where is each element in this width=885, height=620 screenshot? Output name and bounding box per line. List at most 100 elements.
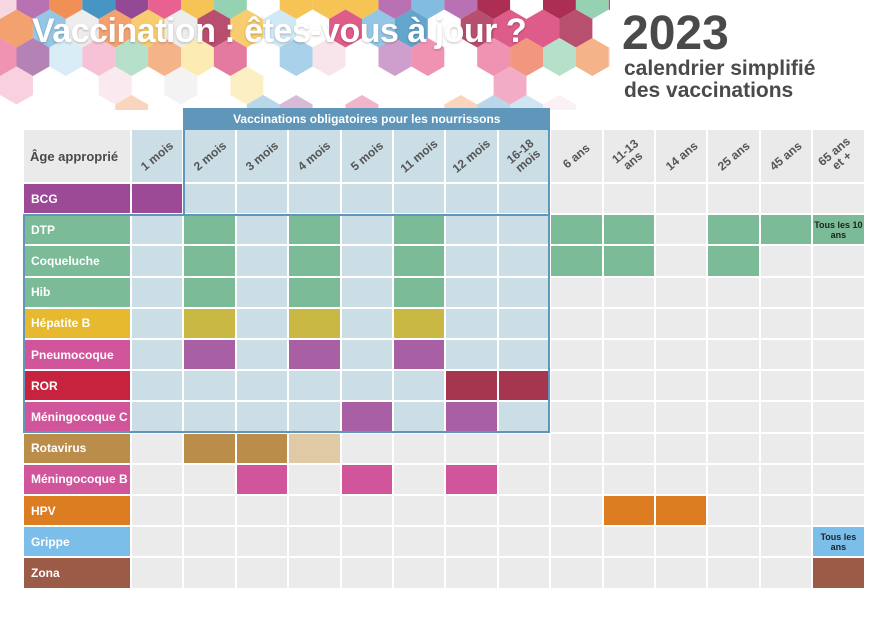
empty-cell [446, 527, 497, 557]
age-header-5: 11 mois [394, 130, 445, 182]
hexagon-tile [394, 9, 428, 48]
empty-cell [446, 433, 497, 463]
age-header-10: 14 ans [656, 130, 707, 182]
empty-cell [341, 433, 392, 463]
dose-cell [289, 215, 340, 245]
empty-cell [498, 402, 550, 432]
empty-cell [341, 527, 392, 557]
empty-cell [341, 215, 392, 245]
empty-cell [341, 184, 392, 214]
dose-cell [551, 215, 602, 245]
dose-cell [184, 340, 235, 370]
empty-cell [760, 496, 812, 526]
empty-cell [184, 402, 235, 432]
vaccine-label: Méningocoque B [24, 464, 130, 494]
empty-cell [236, 527, 288, 557]
hexagon-tile [0, 66, 33, 105]
empty-cell [656, 433, 707, 463]
hexagon-tile [279, 95, 313, 110]
empty-cell [498, 308, 550, 338]
age-header-9: 11-13 ans [603, 130, 654, 182]
hexagon-tile [148, 0, 181, 19]
empty-cell [551, 340, 602, 370]
age-label: 12 mois [449, 136, 494, 176]
subtitle-line-1: calendrier simplifié [624, 57, 816, 80]
empty-cell [498, 464, 550, 494]
hexagon-tile [510, 38, 543, 76]
empty-cell [656, 308, 707, 338]
hexagon-tile [181, 0, 214, 19]
hexagon-tile [213, 0, 247, 19]
empty-cell [446, 496, 497, 526]
empty-cell [760, 464, 812, 494]
empty-cell [551, 496, 602, 526]
dose-cell [603, 496, 654, 526]
empty-cell [184, 464, 235, 494]
dose-cell [394, 277, 445, 307]
age-header-8: 6 ans [551, 130, 602, 182]
empty-cell [603, 371, 654, 401]
hexagon-tile [575, 0, 609, 19]
empty-cell [236, 246, 288, 276]
empty-cell [184, 371, 235, 401]
dose-cell [446, 371, 497, 401]
hexagon-pattern [0, 0, 610, 110]
empty-cell [498, 496, 550, 526]
empty-cell [708, 464, 759, 494]
hexagon-tile [477, 95, 511, 110]
hexagon-tile [575, 38, 609, 76]
empty-cell [236, 496, 288, 526]
age-label: 2 mois [190, 138, 229, 174]
dose-cell [132, 184, 183, 214]
dose-cell [813, 558, 864, 588]
empty-cell [498, 527, 550, 557]
hexagon-tile [230, 66, 264, 105]
age-label: 11-13 ans [608, 136, 646, 173]
empty-cell [289, 184, 340, 214]
empty-cell [132, 277, 183, 307]
age-header-3: 4 mois [289, 130, 340, 182]
age-label: 45 ans [767, 138, 805, 174]
age-header-6: 12 mois [446, 130, 497, 182]
empty-cell [813, 184, 864, 214]
hexagon-tile [559, 9, 593, 48]
empty-cell [813, 340, 864, 370]
empty-cell [132, 371, 183, 401]
age-header-4: 5 mois [341, 130, 392, 182]
hexagon-tile [115, 95, 149, 110]
hexagon-tile [312, 38, 346, 76]
dose-cell [236, 464, 288, 494]
empty-cell [603, 277, 654, 307]
hexagon-tile [493, 9, 527, 48]
hexagon-tile [493, 66, 527, 105]
age-label: 14 ans [662, 138, 701, 174]
hexagon-tile [543, 95, 576, 110]
dose-cell [446, 402, 497, 432]
empty-cell [656, 246, 707, 276]
empty-cell [760, 527, 812, 557]
dose-cell [656, 496, 707, 526]
hexagon-tile [181, 38, 214, 76]
empty-cell [289, 402, 340, 432]
empty-cell [760, 308, 812, 338]
hexagon-tile [115, 38, 149, 76]
empty-cell [760, 246, 812, 276]
empty-cell [289, 558, 340, 588]
hexagon-tile [197, 9, 231, 48]
hexagon-tile [98, 66, 132, 105]
empty-cell [184, 496, 235, 526]
empty-cell [132, 308, 183, 338]
dose-cell [289, 308, 340, 338]
age-header-13: 65 ans et + [813, 130, 864, 182]
dose-cell [184, 246, 235, 276]
empty-cell [341, 340, 392, 370]
empty-cell [656, 527, 707, 557]
hexagon-tile [378, 38, 412, 76]
age-header-2: 3 mois [236, 130, 288, 182]
empty-cell [236, 308, 288, 338]
vaccine-label: Grippe [24, 527, 130, 557]
hexagon-tile [82, 0, 116, 19]
empty-cell [708, 433, 759, 463]
age-column-header: Âge approprié [24, 130, 130, 182]
hexagon-tile [477, 0, 511, 19]
